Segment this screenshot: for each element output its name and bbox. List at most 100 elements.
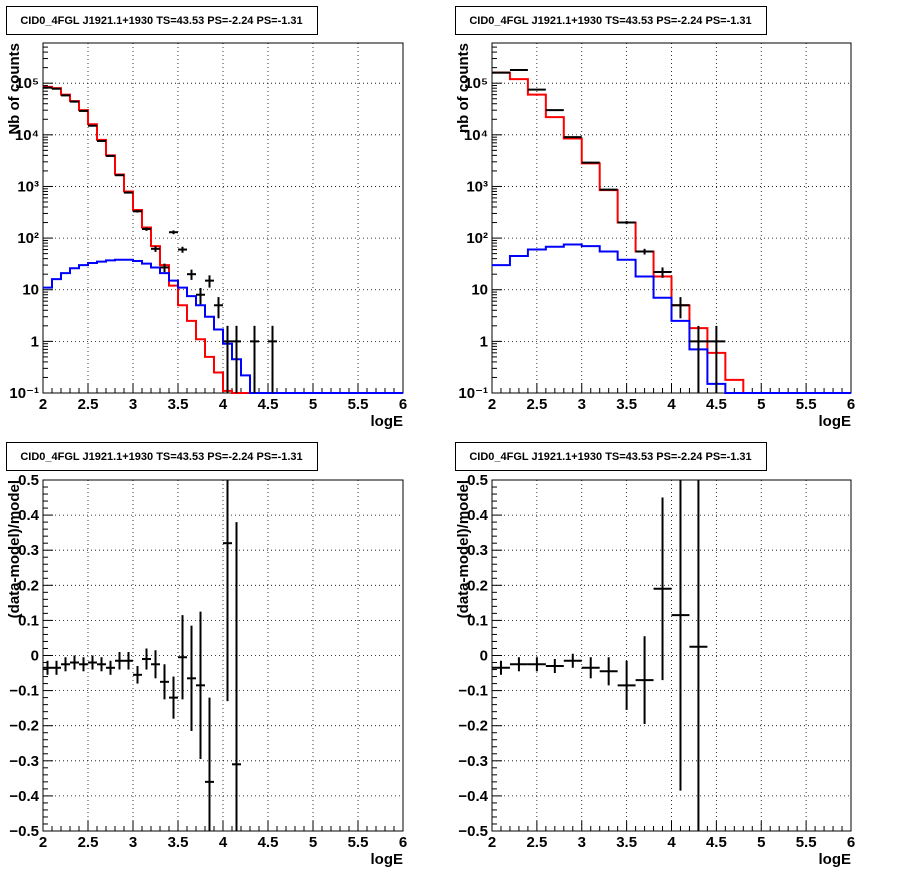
y-axis-label: Nb of counts <box>6 43 23 135</box>
y-tick-label: 10⁴ <box>15 127 39 144</box>
title-box <box>455 6 767 35</box>
x-tick-label: 3.5 <box>168 834 189 851</box>
x-tick-label: 4.5 <box>258 834 279 851</box>
y-tick-label: −0.1 <box>9 683 39 700</box>
residual-point <box>223 480 232 702</box>
residual-point <box>97 657 106 672</box>
x-tick-label: 5.5 <box>796 396 817 413</box>
y-tick-label: 0.5 <box>467 472 488 489</box>
data-point <box>169 230 178 235</box>
data-point <box>214 297 223 319</box>
x-axis-label: logE <box>819 851 852 868</box>
residual-point <box>492 660 510 675</box>
residual-point <box>527 657 546 672</box>
y-tick-label: 0.4 <box>18 507 40 524</box>
data-point <box>635 248 654 255</box>
y-tick-label: −0.5 <box>458 823 488 840</box>
residual-point <box>232 522 241 831</box>
y-axis-label: nb of counts <box>455 43 472 133</box>
y-tick-label: 10 <box>22 282 39 299</box>
y-tick-label: 10³ <box>466 178 488 195</box>
residual-point <box>509 657 528 672</box>
y-tick-label: −0.4 <box>9 788 39 805</box>
data-point <box>545 109 564 112</box>
residual-point <box>52 660 61 675</box>
y-axis-label: (data-model)/model <box>6 480 23 618</box>
data-point <box>205 275 214 288</box>
x-tick-label: 2 <box>488 834 496 851</box>
residual-point <box>124 651 133 670</box>
data-point <box>133 210 142 213</box>
chart-panel-3: CID0_4FGL J1921.1+1930 TS=43.53 PS=-2.24… <box>6 442 407 868</box>
x-tick-label: 3 <box>129 396 137 413</box>
data-point <box>232 325 241 393</box>
chart-panel-4: CID0_4FGL J1921.1+1930 TS=43.53 PS=-2.24… <box>455 442 855 868</box>
x-tick-label: 2.5 <box>78 396 99 413</box>
data-point <box>151 246 160 252</box>
x-tick-label: 3 <box>578 396 586 413</box>
model-step-line-2 <box>43 258 403 394</box>
data-point <box>492 71 510 74</box>
x-tick-label: 3 <box>578 834 586 851</box>
residual-point <box>196 611 205 760</box>
y-tick-label: 0.2 <box>18 577 39 594</box>
data-point <box>563 136 582 139</box>
data-point <box>671 297 690 319</box>
x-tick-label: 4 <box>219 396 228 413</box>
x-tick-label: 3 <box>129 834 137 851</box>
residual-point <box>617 660 636 710</box>
x-axis-label: logE <box>371 851 404 868</box>
x-tick-label: 5 <box>757 834 765 851</box>
chart-panel-1: CID0_4FGL J1921.1+1930 TS=43.53 PS=-2.24… <box>6 6 407 430</box>
y-tick-label: −0.1 <box>458 683 488 700</box>
title-box <box>6 442 318 471</box>
data-point <box>599 188 618 191</box>
y-tick-label: 10 <box>471 282 488 299</box>
data-point <box>187 269 196 280</box>
model-step-line-2 <box>492 243 851 394</box>
y-tick-label: −0.2 <box>458 718 488 735</box>
residual-point <box>635 636 654 724</box>
chart-panel-2: CID0_4FGL J1921.1+1930 TS=43.53 PS=-2.24… <box>455 6 855 430</box>
title-box <box>6 6 318 35</box>
x-tick-label: 6 <box>847 834 855 851</box>
residual-point <box>581 657 600 679</box>
data-point <box>142 227 151 231</box>
data-point <box>581 161 600 164</box>
x-tick-label: 5.5 <box>796 834 817 851</box>
y-tick-label: 10² <box>17 230 39 247</box>
residual-point <box>79 657 88 672</box>
x-tick-label: 4.5 <box>258 396 279 413</box>
chart-title: CID0_4FGL J1921.1+1930 TS=43.53 PS=-2.24… <box>469 15 751 27</box>
data-point <box>268 325 277 393</box>
x-tick-label: 6 <box>399 834 407 851</box>
y-tick-label: 1 <box>480 333 488 350</box>
residual-point <box>106 660 115 675</box>
x-tick-label: 5.5 <box>348 396 369 413</box>
x-tick-label: 2 <box>39 834 47 851</box>
data-point <box>527 88 546 91</box>
y-tick-label: 10⁻¹ <box>458 385 488 402</box>
data-point <box>79 109 88 112</box>
residual-point <box>563 653 582 668</box>
chart-title: CID0_4FGL J1921.1+1930 TS=43.53 PS=-2.24… <box>20 15 302 27</box>
x-tick-label: 3.5 <box>616 396 637 413</box>
y-tick-label: −0.4 <box>458 788 488 805</box>
y-tick-label: 0.1 <box>467 612 488 629</box>
x-tick-label: 5.5 <box>348 834 369 851</box>
residual-point <box>545 659 564 674</box>
data-point <box>124 191 133 194</box>
y-tick-label: 0.2 <box>467 577 488 594</box>
data-point <box>617 221 636 225</box>
chart-title: CID0_4FGL J1921.1+1930 TS=43.53 PS=-2.24… <box>469 451 751 463</box>
plot-frame <box>491 479 852 832</box>
data-point <box>97 139 106 142</box>
y-tick-label: 10³ <box>17 178 39 195</box>
y-tick-label: 10⁻¹ <box>9 385 39 402</box>
plot-frame <box>491 42 852 394</box>
x-tick-label: 6 <box>399 396 407 413</box>
y-tick-label: 0.4 <box>467 507 489 524</box>
x-tick-label: 2 <box>488 396 496 413</box>
residual-point <box>169 676 178 719</box>
